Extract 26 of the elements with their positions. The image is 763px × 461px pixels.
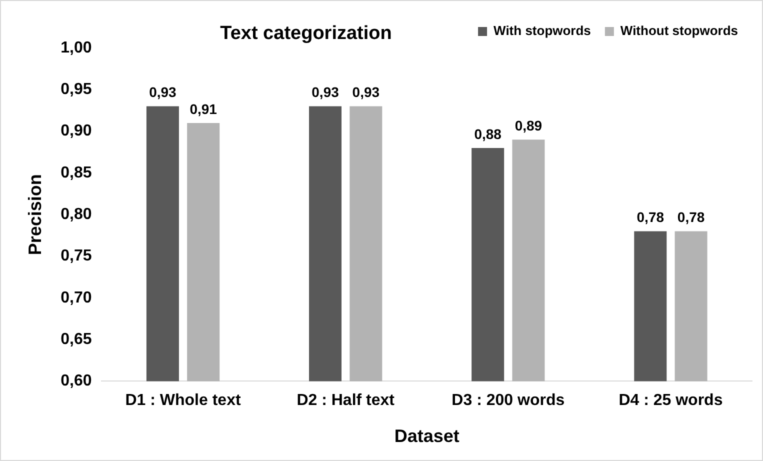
data-label: 0,89 xyxy=(514,117,542,134)
data-label: 0,88 xyxy=(474,126,502,142)
data-label: 0,93 xyxy=(312,84,340,100)
x-tick-label: D3 : 200 words xyxy=(452,392,565,410)
data-label: 0,91 xyxy=(190,100,218,117)
y-tick-label: 0,95 xyxy=(60,81,92,98)
y-tick-label: 0,75 xyxy=(60,248,92,265)
x-tick-label: D2 : Half text xyxy=(296,392,396,410)
y-tick-label: 1,00 xyxy=(60,39,92,56)
legend-label: Without stopwords xyxy=(620,23,738,38)
data-label: 0,93 xyxy=(352,84,380,100)
y-tick-label: 0,80 xyxy=(60,206,92,224)
data-label: 0,78 xyxy=(677,209,705,226)
legend-label: With stopwords xyxy=(494,23,591,38)
y-tick-label: 0,60 xyxy=(60,372,92,390)
y-tick-label: 0,70 xyxy=(60,289,92,306)
chart-title: Text categorization xyxy=(219,23,393,45)
x-tick-label: D4 : 25 words xyxy=(618,392,723,410)
x-axis-title: Dataset xyxy=(394,426,460,446)
y-tick-label: 0,90 xyxy=(60,122,92,140)
y-tick-label: 0,85 xyxy=(60,164,92,182)
data-label: 0,93 xyxy=(149,84,177,100)
y-axis-title: Precision xyxy=(24,174,45,256)
y-tick-label: 0,65 xyxy=(60,330,92,348)
x-tick-label: D1 : Whole text xyxy=(125,392,242,410)
data-label: 0,78 xyxy=(636,209,664,226)
